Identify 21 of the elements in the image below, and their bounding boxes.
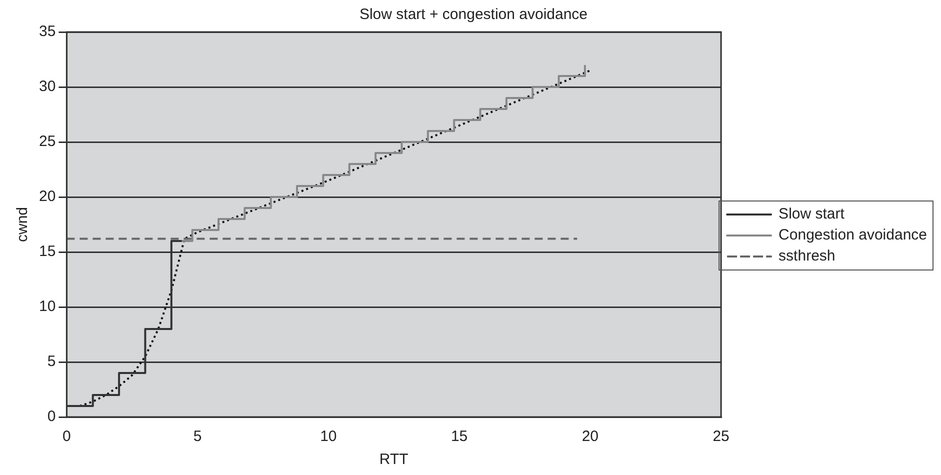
legend-label: Congestion avoidance	[778, 226, 928, 244]
x-tick-label: 10	[320, 428, 337, 446]
chart-title: Slow start + congestion avoidance	[359, 6, 588, 24]
y-tick-label: 5	[47, 353, 56, 370]
line-series	[78, 70, 592, 407]
y-tick-label: 20	[38, 188, 56, 206]
x-tick-label: 5	[193, 428, 202, 446]
y-tick-label: 30	[38, 78, 56, 96]
legend-label: ssthresh	[778, 248, 836, 265]
x-tick-label: 25	[712, 428, 730, 446]
y-tick-label: 15	[38, 243, 56, 260]
y-tick-label: 0	[47, 408, 56, 426]
y-tick-label: 25	[38, 133, 56, 150]
y-tick-label: 35	[38, 23, 56, 40]
x-tick-label: 0	[62, 428, 71, 446]
y-axis-title: cwnd	[14, 206, 32, 242]
x-tick-label: 15	[450, 428, 468, 446]
y-tick-label: 10	[38, 298, 56, 316]
legend-label: Slow start	[778, 206, 846, 223]
x-tick-label: 20	[582, 428, 599, 446]
x-axis-title: RTT	[379, 451, 408, 468]
